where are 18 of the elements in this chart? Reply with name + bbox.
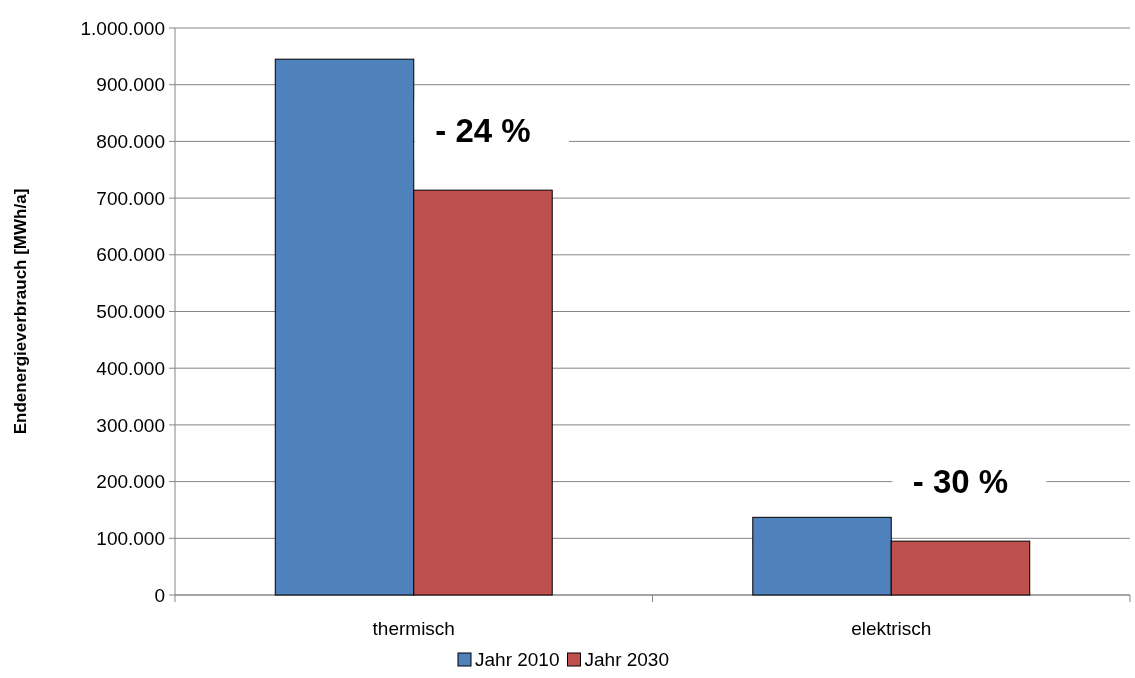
- y-tick-label: 300.000: [96, 414, 165, 436]
- y-tick-label: 900.000: [96, 74, 165, 96]
- y-tick-label: 400.000: [96, 357, 165, 379]
- x-tick-label: thermisch: [372, 618, 455, 639]
- annotation: - 24 %: [435, 111, 531, 149]
- y-tick-label: 700.000: [96, 187, 165, 209]
- annotation: - 30 %: [912, 462, 1009, 500]
- y-tick-label: 200.000: [96, 471, 165, 493]
- y-tick-label: 1.000.000: [80, 17, 165, 39]
- x-tick-label: elektrisch: [851, 618, 932, 639]
- y-tick-label: 600.000: [96, 244, 165, 266]
- y-tick-label: 0: [154, 584, 165, 606]
- y-tick-label: 800.000: [96, 131, 165, 153]
- legend-label: Jahr 2010: [475, 649, 560, 670]
- y-tick-label: 100.000: [96, 527, 165, 549]
- y-axis-title: Endenergieverbrauch [MWh/a]: [11, 188, 30, 435]
- legend-label: Jahr 2030: [584, 649, 670, 670]
- y-tick-label: 500.000: [96, 301, 165, 323]
